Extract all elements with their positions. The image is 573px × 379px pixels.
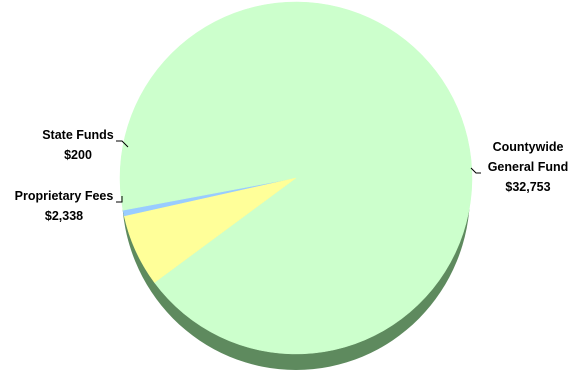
svg-text:Countywide: Countywide xyxy=(493,140,564,154)
svg-text:$200: $200 xyxy=(64,148,92,162)
label-countywide-line-1: Countywide xyxy=(493,140,564,154)
value-countywide-general-fund: $32,753 xyxy=(505,180,550,194)
svg-text:General Fund: General Fund xyxy=(488,160,569,174)
label-proprietary-fees: Proprietary Fees $2,338 xyxy=(15,189,123,223)
value-state-funds: $200 xyxy=(64,148,92,162)
svg-text:Proprietary Fees: Proprietary Fees xyxy=(15,189,114,203)
pie-slices xyxy=(119,1,473,355)
label-countywide-general-fund: Countywide General Fund $32,753 xyxy=(470,140,569,194)
leader-line-state-funds xyxy=(116,140,129,148)
label-proprietary-fees-name: Proprietary Fees xyxy=(15,189,114,203)
value-proprietary-fees: $2,338 xyxy=(45,209,83,223)
svg-text:State Funds: State Funds xyxy=(42,128,114,142)
label-state-funds: State Funds $200 xyxy=(42,128,129,162)
svg-text:$32,753: $32,753 xyxy=(505,180,550,194)
leader-line-proprietary xyxy=(116,196,123,203)
leader-line-countywide xyxy=(470,167,481,174)
slice-proprietary-fees xyxy=(123,177,297,283)
svg-text:$2,338: $2,338 xyxy=(45,209,83,223)
label-countywide-line-2: General Fund xyxy=(488,160,569,174)
label-state-funds-name: State Funds xyxy=(42,128,114,142)
